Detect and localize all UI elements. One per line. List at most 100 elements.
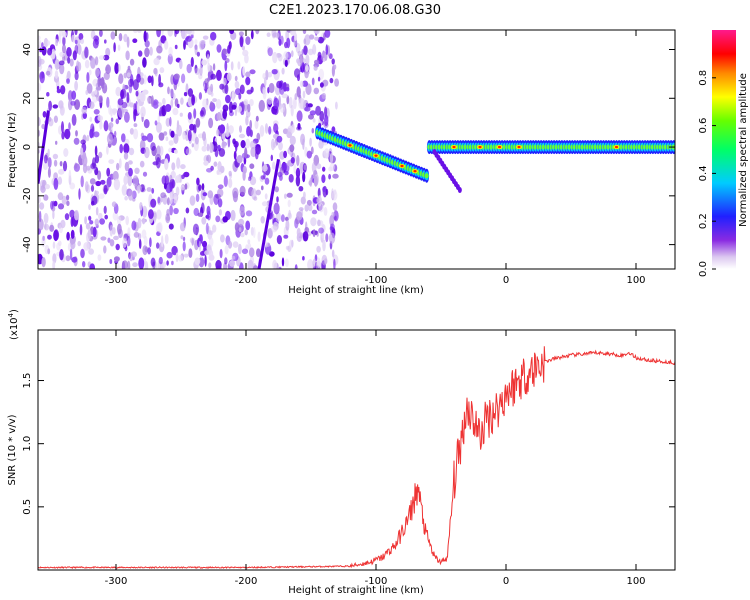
noise-blob [285, 87, 290, 92]
noise-blob [215, 265, 222, 269]
noise-blob [295, 167, 301, 179]
noise-blob [94, 190, 100, 195]
noise-blob [142, 171, 148, 177]
noise-blob [208, 230, 214, 235]
noise-blob [311, 209, 318, 215]
noise-blob [307, 48, 314, 56]
noise-blob [69, 248, 73, 261]
noise-blob [144, 146, 150, 159]
noise-blob [224, 245, 229, 255]
noise-blob [98, 151, 103, 159]
noise-blob [153, 213, 157, 223]
noise-blob [267, 228, 273, 239]
noise-blob [174, 177, 180, 184]
noise-blob [98, 193, 105, 200]
noise-blob [316, 257, 321, 269]
noise-blob [305, 54, 310, 66]
noise-blob [129, 127, 134, 135]
noise-blob [175, 252, 179, 263]
noise-blob [125, 50, 130, 61]
noise-blob [242, 66, 245, 76]
noise-blob [109, 259, 113, 264]
noise-blob [77, 45, 82, 56]
noise-blob [287, 212, 293, 220]
noise-blob [167, 30, 174, 37]
noise-blob [74, 209, 79, 221]
noise-blob [127, 227, 131, 236]
noise-blob [235, 88, 241, 96]
noise-blob [280, 35, 284, 45]
noise-blob [282, 128, 289, 135]
noise-blob [219, 83, 225, 90]
noise-blob [249, 69, 256, 75]
band-hotspot [400, 164, 404, 168]
noise-blob [194, 44, 198, 56]
noise-blob [58, 60, 65, 66]
spectrogram-noise [38, 30, 339, 269]
noise-blob [164, 158, 169, 171]
snr-series-line [38, 346, 675, 570]
noise-blob [64, 213, 70, 221]
noise-blob [160, 192, 167, 199]
noise-blob [231, 255, 236, 260]
noise-blob [180, 30, 188, 39]
noise-blob [51, 48, 56, 60]
noise-blob [85, 89, 89, 95]
noise-blob [86, 83, 93, 94]
noise-blob [212, 98, 218, 103]
noise-blob [276, 135, 283, 143]
noise-blob [123, 175, 128, 186]
noise-blob [215, 215, 221, 223]
noise-blob [91, 195, 98, 206]
noise-blob [115, 118, 120, 125]
bottom-x-axis-label: Height of straight line (km) [288, 585, 424, 596]
noise-blob [324, 114, 329, 127]
noise-blob [248, 176, 252, 181]
noise-blob [239, 84, 245, 95]
noise-blob [272, 141, 277, 148]
top-x-axis-label: Height of straight line (km) [288, 285, 424, 296]
noise-blob [143, 235, 148, 247]
noise-blob [52, 104, 59, 109]
noise-blob [194, 39, 198, 45]
noise-blob [168, 140, 174, 146]
noise-blob [264, 177, 270, 185]
noise-blob [107, 237, 111, 243]
noise-blob [147, 247, 151, 255]
noise-blob [103, 205, 107, 214]
noise-blob [297, 74, 300, 82]
noise-blob [237, 61, 241, 70]
noise-blob [153, 67, 158, 75]
noise-blob [46, 92, 50, 97]
noise-blob [262, 88, 267, 100]
noise-blob [103, 120, 109, 132]
x-tick-label: 0 [503, 275, 509, 286]
noise-blob [225, 94, 231, 104]
noise-blob [312, 44, 317, 55]
band-hotspot [614, 145, 619, 149]
noise-blob [56, 88, 61, 94]
noise-blob [127, 65, 131, 71]
noise-blob [80, 175, 84, 188]
noise-blob [287, 199, 291, 208]
noise-blob [156, 30, 161, 38]
noise-blob [89, 128, 94, 139]
noise-blob [105, 64, 111, 75]
noise-blob [289, 144, 295, 153]
noise-blob [220, 165, 225, 174]
noise-blob [193, 207, 200, 217]
noise-blob [296, 155, 300, 167]
noise-blob [304, 106, 311, 112]
noise-blob [286, 192, 293, 198]
noise-blob [207, 62, 211, 72]
noise-blob [66, 78, 70, 84]
noise-blob [311, 77, 315, 86]
noise-blob [198, 40, 205, 51]
noise-blob [158, 132, 165, 141]
noise-blob [155, 122, 162, 133]
noise-blob [272, 51, 278, 64]
noise-blob [249, 140, 257, 150]
noise-blob [201, 183, 205, 191]
noise-blob [208, 249, 214, 259]
colorbar-tick-label: 0.4 [698, 165, 709, 181]
